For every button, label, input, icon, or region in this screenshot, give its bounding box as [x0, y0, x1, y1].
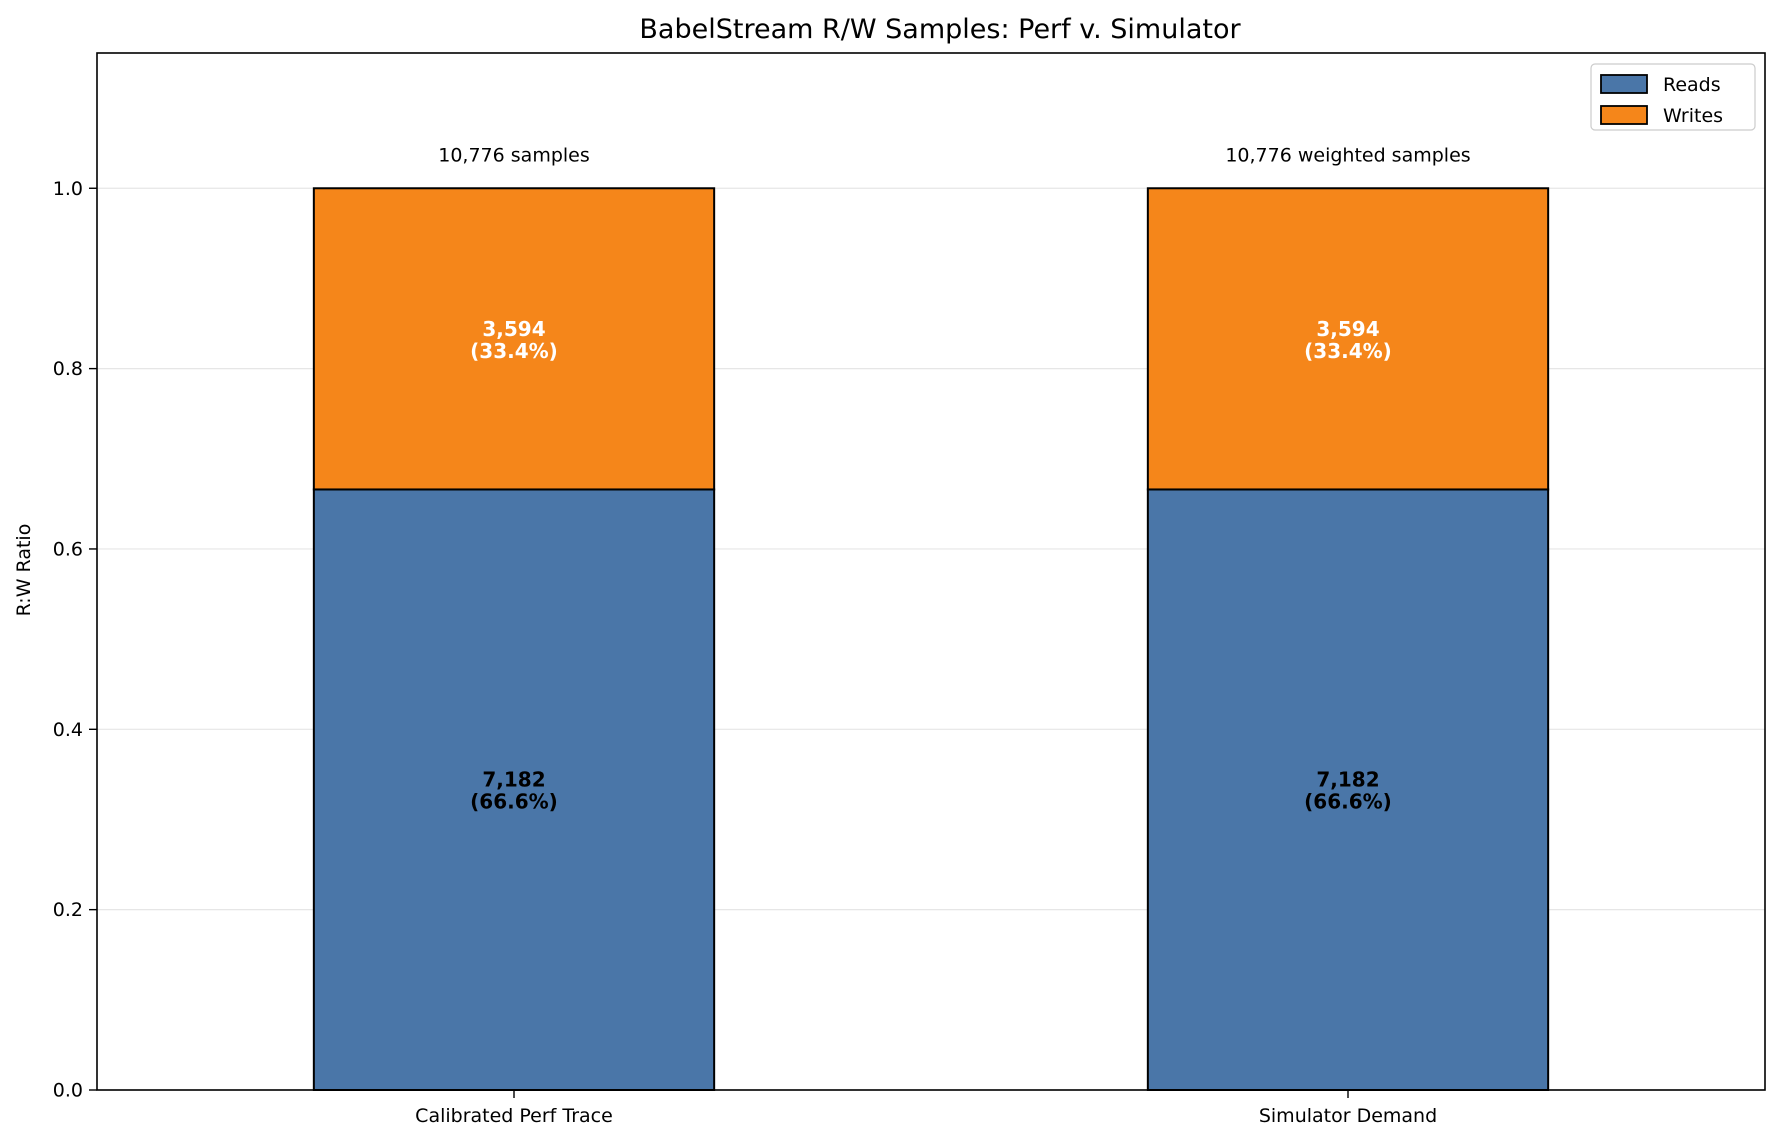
- y-tick-label: 0.0: [53, 1080, 83, 1102]
- plot-frame: [96, 52, 1766, 1091]
- y-tick-label: 0.2: [53, 899, 83, 921]
- y-tick-label: 0.6: [53, 538, 83, 560]
- legend: Reads Writes: [1590, 63, 1756, 131]
- bar-reads-0: [312, 488, 716, 1092]
- bar-value-label: 3,594: [482, 317, 545, 341]
- bar-value-label: 3,594: [1316, 317, 1379, 341]
- y-tick-label: 0.8: [53, 358, 83, 380]
- bar-value-label: 7,182: [482, 768, 545, 792]
- chart-title: BabelStream R/W Samples: Perf v. Simulat…: [639, 14, 1241, 45]
- legend-swatch-reads: [1600, 74, 1648, 94]
- bar-percent-label: (66.6%): [470, 790, 558, 814]
- bar-layer: [312, 187, 1550, 1092]
- bar-writes-0: [312, 187, 716, 491]
- y-axis-label: R:W Ratio: [13, 524, 35, 617]
- bar-total-annotation: 10,776 samples: [438, 144, 590, 166]
- bar-percent-label: (33.4%): [470, 339, 558, 363]
- bar-reads-1: [1146, 488, 1550, 1092]
- axis-layer: 0.0 0.2 0.4 0.6 0.8 1.0 Calibrated Perf Trace S…: [53, 178, 1437, 1127]
- bar-writes-1: [1146, 187, 1550, 491]
- x-tick-label: Calibrated Perf Trace: [415, 1105, 613, 1127]
- legend-swatch-writes: [1600, 105, 1648, 125]
- bar-total-annotation: 10,776 weighted samples: [1225, 144, 1470, 166]
- y-tick-label: 1.0: [53, 178, 83, 200]
- bar-percent-label: (66.6%): [1304, 790, 1392, 814]
- bar-percent-label: (33.4%): [1304, 339, 1392, 363]
- legend-label-writes: Writes: [1663, 105, 1723, 127]
- bar-value-label: 7,182: [1316, 768, 1379, 792]
- label-layer: 7,182(66.6%)3,594(33.4%)10,776 samples7,…: [438, 144, 1470, 813]
- x-tick-label: Simulator Demand: [1259, 1105, 1437, 1127]
- legend-label-reads: Reads: [1663, 74, 1721, 96]
- y-tick-label: 0.4: [53, 719, 83, 741]
